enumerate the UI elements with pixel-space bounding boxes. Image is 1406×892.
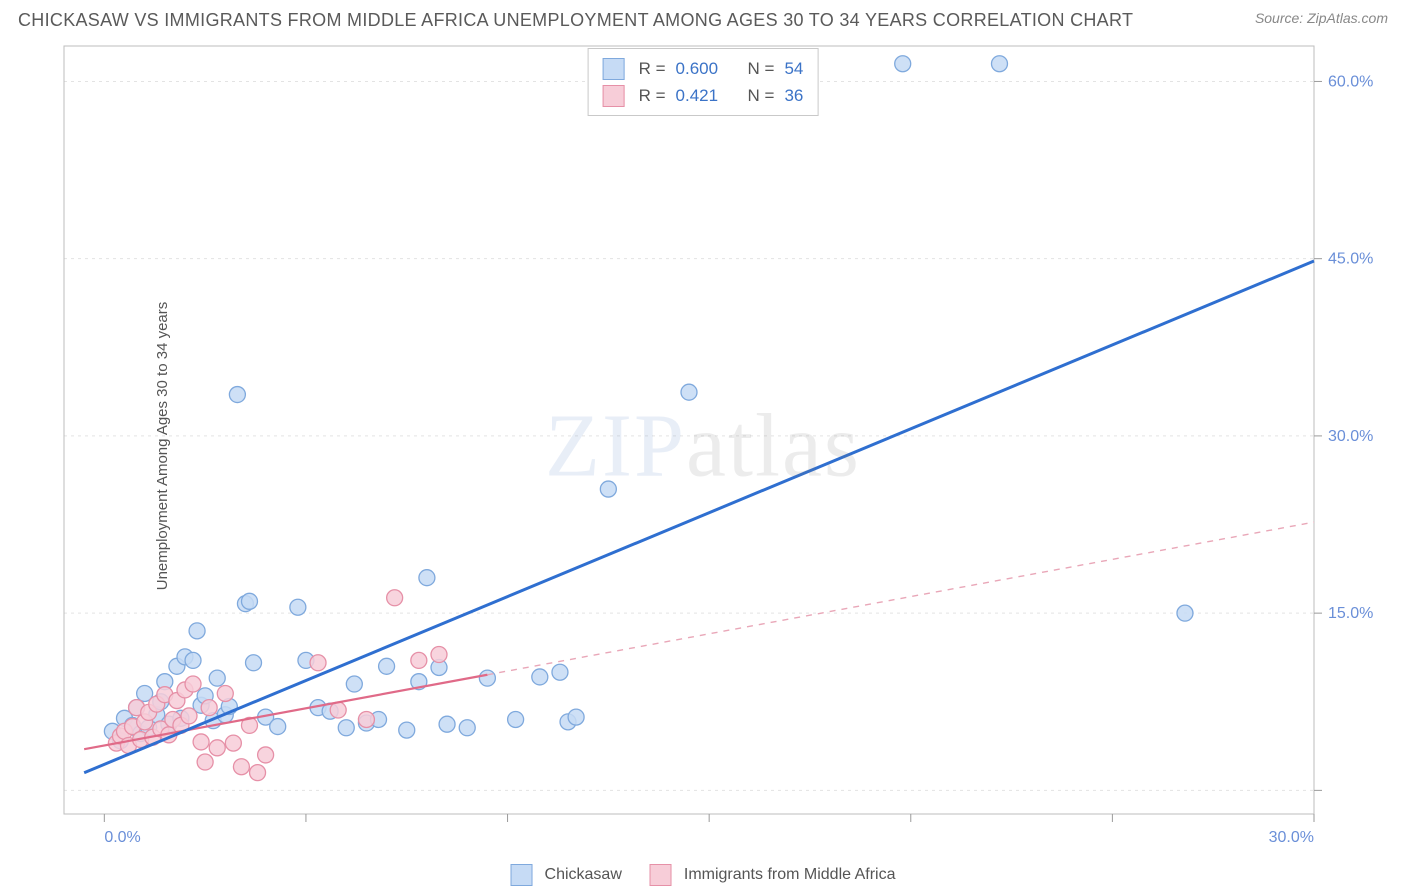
r-label: R =: [639, 82, 666, 109]
legend-item-immigrants: Immigrants from Middle Africa: [650, 864, 896, 886]
source-name: ZipAtlas.com: [1307, 10, 1388, 26]
scatter-plot-svg: 0.0% 30.0% 15.0% 30.0% 45.0% 60.0%: [60, 42, 1388, 854]
svg-text:0.0%: 0.0%: [104, 829, 140, 846]
n-value-immigrants: 36: [784, 82, 803, 109]
source-prefix: Source:: [1255, 10, 1307, 26]
legend-swatch-immigrants: [650, 864, 672, 886]
svg-text:30.0%: 30.0%: [1328, 428, 1373, 445]
svg-text:15.0%: 15.0%: [1328, 605, 1373, 622]
r-value-immigrants: 0.421: [676, 82, 719, 109]
series-legend: Chickasaw Immigrants from Middle Africa: [511, 864, 896, 886]
r-value-chickasaw: 0.600: [676, 55, 719, 82]
svg-text:45.0%: 45.0%: [1328, 251, 1373, 268]
swatch-chickasaw: [603, 58, 625, 80]
svg-text:30.0%: 30.0%: [1269, 829, 1314, 846]
legend-label-immigrants: Immigrants from Middle Africa: [684, 866, 896, 884]
source-attribution: Source: ZipAtlas.com: [1255, 10, 1388, 26]
stats-row-immigrants: R = 0.421 N = 36: [603, 82, 804, 109]
n-value-chickasaw: 54: [784, 55, 803, 82]
chart-header: CHICKASAW VS IMMIGRANTS FROM MIDDLE AFRI…: [0, 0, 1406, 37]
chart-area: 0.0% 30.0% 15.0% 30.0% 45.0% 60.0%: [60, 42, 1388, 854]
svg-text:60.0%: 60.0%: [1328, 73, 1373, 90]
stats-legend: R = 0.600 N = 54 R = 0.421 N = 36: [588, 48, 819, 116]
legend-swatch-chickasaw: [511, 864, 533, 886]
stats-row-chickasaw: R = 0.600 N = 54: [603, 55, 804, 82]
legend-label-chickasaw: Chickasaw: [545, 866, 622, 884]
chart-title: CHICKASAW VS IMMIGRANTS FROM MIDDLE AFRI…: [18, 10, 1133, 31]
legend-item-chickasaw: Chickasaw: [511, 864, 622, 886]
n-label: N =: [748, 55, 775, 82]
r-label: R =: [639, 55, 666, 82]
swatch-immigrants: [603, 85, 625, 107]
n-label: N =: [748, 82, 775, 109]
